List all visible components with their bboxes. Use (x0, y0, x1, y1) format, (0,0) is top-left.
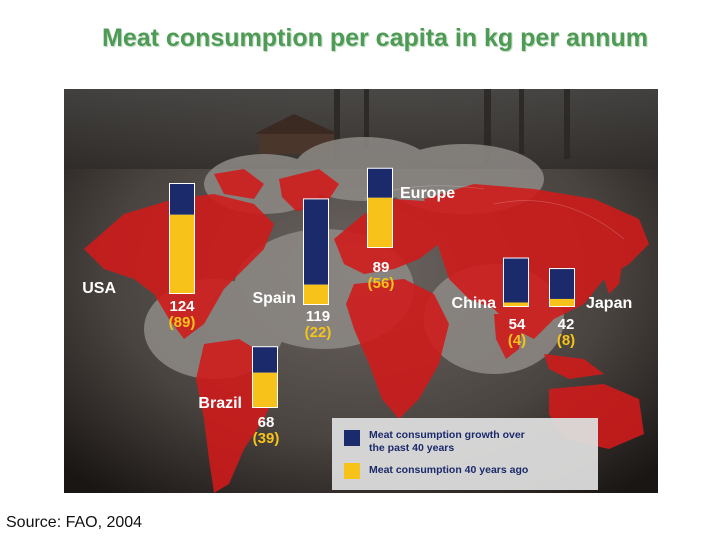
past-label-japan: (8) (557, 332, 575, 349)
total-label-japan: 42 (558, 316, 575, 333)
past-label-europe: (56) (368, 275, 395, 292)
bar-past-japan (550, 298, 574, 306)
country-label-china: China (452, 295, 497, 312)
total-label-spain: 119 (306, 308, 330, 325)
legend-label-growth-line2: the past 40 years (369, 442, 454, 454)
legend-box (332, 418, 598, 490)
world-map-illustration (64, 89, 658, 493)
map-photo-background: USA 124 (89) Europe 89 (56) Spain 119 (22) Brazil… (64, 89, 658, 493)
country-label-brazil: Brazil (198, 395, 242, 412)
bar-past-brazil (253, 372, 277, 407)
slide-title: Meat consumption per capita in kg per an… (102, 24, 648, 52)
past-label-china: (4) (508, 332, 526, 349)
total-label-europe: 89 (373, 259, 390, 276)
meat-consumption-chart: USA 124(89) Europe 89(56) Spain 119(22) Brazil… (82, 167, 632, 490)
bar-growth-brazil (253, 347, 277, 373)
source-citation: Source: FAO, 2004 (6, 514, 143, 531)
bar-past-europe (368, 197, 392, 247)
past-label-spain: (22) (305, 324, 332, 341)
total-label-brazil: 68 (258, 414, 275, 431)
bar-growth-europe (368, 168, 392, 198)
country-label-spain: Spain (252, 290, 296, 307)
past-label-usa: (89) (169, 314, 196, 331)
past-label-brazil: (39) (253, 430, 280, 447)
legend-swatch-past (344, 463, 360, 479)
bar-past-china (504, 302, 528, 306)
bar-growth-spain (304, 199, 328, 285)
bar-past-spain (304, 284, 328, 304)
country-label-usa: USA (82, 280, 116, 297)
bar-past-usa (170, 214, 194, 293)
legend-label-past: Meat consumption 40 years ago (369, 464, 528, 476)
total-label-usa: 124 (169, 298, 195, 315)
total-label-china: 54 (509, 316, 526, 333)
bar-growth-usa (170, 184, 194, 215)
bar-growth-china (504, 258, 528, 303)
country-label-japan: Japan (586, 295, 632, 312)
legend-label-growth-line1: Meat consumption growth over (369, 429, 525, 441)
legend-swatch-growth (344, 430, 360, 446)
country-label-europe: Europe (400, 185, 455, 202)
bar-growth-japan (550, 269, 574, 299)
